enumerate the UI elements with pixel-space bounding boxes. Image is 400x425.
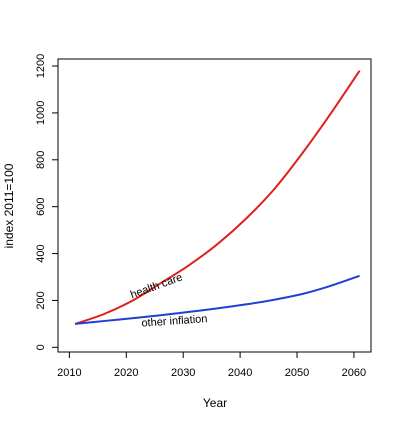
y-axis: 0 200 400 600 800 1000 1200 [35, 54, 58, 350]
x-tick-label: 2040 [228, 367, 252, 379]
x-tick-label: 2060 [342, 367, 366, 379]
plot-frame [57, 58, 372, 353]
y-axis-title: index 2011=100 [2, 163, 16, 248]
y-tick-label: 200 [35, 291, 47, 309]
series-annotation: health care [129, 271, 184, 301]
x-tick-label: 2020 [114, 367, 138, 379]
x-axis-title: Year [203, 396, 227, 410]
x-axis: 2010 2020 2030 2040 2050 2060 [57, 352, 366, 379]
x-tick-label: 2030 [171, 367, 195, 379]
y-tick-label: 400 [35, 244, 47, 262]
y-tick-label: 1200 [35, 54, 47, 78]
x-tick-label: 2010 [57, 367, 81, 379]
series-annotation: other inflation [141, 313, 208, 330]
y-tick-label: 600 [35, 197, 47, 215]
y-tick-label: 800 [35, 151, 47, 169]
annotation-layer: health care other inflation [129, 271, 208, 329]
series-line-health-care [74, 70, 361, 325]
x-tick-label: 2050 [285, 367, 309, 379]
y-tick-label: 0 [35, 344, 47, 350]
series-layer [74, 70, 361, 325]
series-line-other-inflation [74, 274, 360, 325]
y-tick-label: 1000 [35, 101, 47, 125]
